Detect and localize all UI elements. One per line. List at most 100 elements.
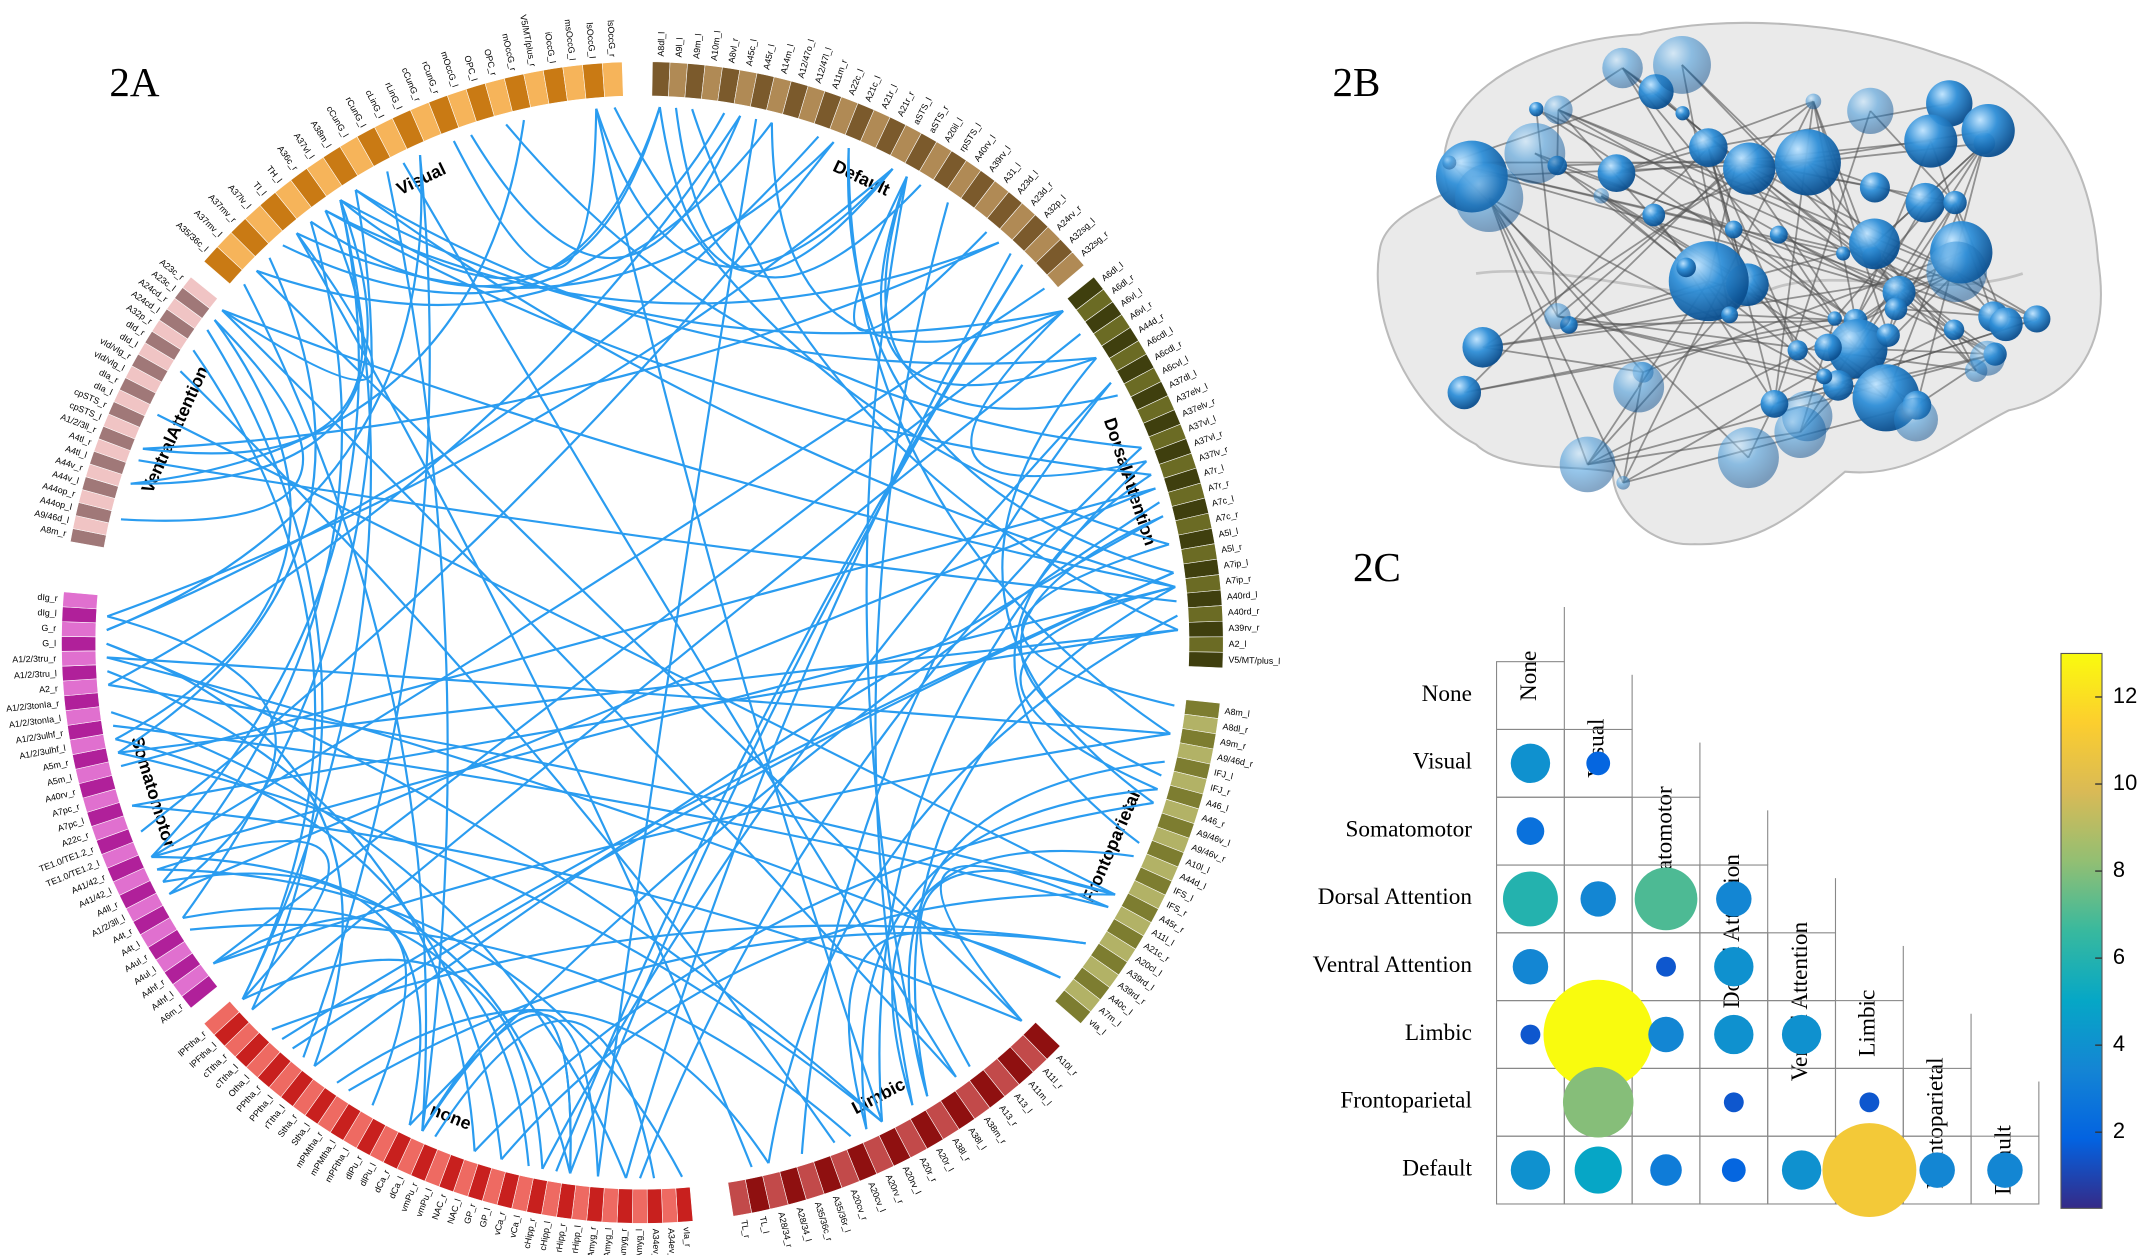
brain-node xyxy=(1884,297,1908,321)
connection xyxy=(106,155,423,632)
region-label: A5l_l xyxy=(1218,526,1239,539)
colorbar xyxy=(2060,652,2103,1209)
region-segment xyxy=(661,1187,679,1224)
region-segment xyxy=(1186,589,1223,609)
brain-node xyxy=(1814,333,1842,362)
brain-node xyxy=(1847,87,1894,135)
connection xyxy=(120,319,305,522)
connection xyxy=(192,349,317,1000)
brain-node xyxy=(1613,361,1665,413)
region-segment xyxy=(1046,251,1085,288)
connection xyxy=(110,711,628,1179)
connection xyxy=(674,107,922,279)
bubble xyxy=(1648,1016,1684,1053)
brain-edge xyxy=(1708,102,1950,149)
region-label: iOccG_l xyxy=(543,31,558,64)
region-label: A1/2/3ulhf_r xyxy=(15,728,64,745)
connection xyxy=(767,614,1178,1164)
brain-node xyxy=(1989,307,2023,342)
connection xyxy=(117,257,317,754)
bubble xyxy=(1656,956,1676,977)
region-label: A20cv_l xyxy=(866,1181,887,1214)
brain-node xyxy=(1849,218,1900,270)
brain-node xyxy=(1616,475,1631,490)
connection xyxy=(130,119,526,485)
region-label: A20rv_l xyxy=(901,1164,923,1195)
brain-edge xyxy=(1621,67,1859,350)
brain-node xyxy=(1462,327,1503,368)
region-label: rHipp_l xyxy=(570,1225,583,1254)
brain-edge xyxy=(1482,346,1644,374)
connection xyxy=(939,864,1109,1022)
brain-edge xyxy=(1778,234,1836,320)
region-label: A38l_r xyxy=(950,1136,972,1163)
region-label: A35/36c_r xyxy=(813,1201,835,1243)
bubble xyxy=(1543,979,1653,1090)
region-label: V5/MT/plus_r xyxy=(518,14,538,68)
connection xyxy=(181,189,373,919)
region-label: A35/36r_l xyxy=(831,1194,853,1233)
region-segment xyxy=(631,1188,648,1224)
brain-node xyxy=(1454,163,1524,233)
region-label: TH_l xyxy=(265,164,284,185)
bubble xyxy=(1716,881,1752,917)
bubble xyxy=(1859,1092,1880,1113)
region-label: vIa_l xyxy=(1087,1017,1108,1037)
colorbar-tick-label: 10 xyxy=(2113,770,2137,795)
brain-node xyxy=(1905,182,1946,223)
connection xyxy=(919,869,1116,1068)
connection xyxy=(162,872,422,1126)
connection xyxy=(131,804,1023,1022)
brain-node xyxy=(1969,340,2005,376)
brain-node xyxy=(1602,47,1643,89)
connection xyxy=(846,148,1174,574)
brain-edge xyxy=(1535,108,1994,318)
connection xyxy=(189,923,852,1137)
region-label: A45c_l xyxy=(744,38,759,67)
matrix-cell xyxy=(1495,1067,1565,1137)
brain-edge xyxy=(1488,197,1825,378)
connection xyxy=(865,176,929,1097)
region-label: A7r_r xyxy=(1207,478,1231,493)
region-segment xyxy=(1187,605,1224,623)
region-label: A38m_l xyxy=(309,119,334,150)
region-segment xyxy=(651,61,671,97)
brain-node xyxy=(1774,129,1841,196)
region-label: IFS_l xyxy=(1172,885,1195,903)
brain-node xyxy=(1787,340,1808,361)
bubble xyxy=(1634,867,1698,931)
region-segment xyxy=(61,636,97,652)
connection xyxy=(107,115,742,686)
region-segment xyxy=(675,1186,694,1223)
colorbar-tick-label: 8 xyxy=(2113,857,2125,882)
region-label: lAmyg_r xyxy=(585,1226,598,1255)
row-label: Limbic xyxy=(1405,1020,1472,1046)
bubble xyxy=(1987,1152,2023,1188)
brain-edge xyxy=(1535,108,1857,322)
connection xyxy=(348,931,1086,1092)
connection xyxy=(421,1010,572,1174)
brain-edge xyxy=(1681,64,1977,372)
region-label: A31_l xyxy=(1001,161,1023,185)
region-label: A11m_r xyxy=(830,58,849,90)
connection xyxy=(408,501,1161,1126)
region-label: IFJ_l xyxy=(1213,767,1234,781)
connection xyxy=(106,642,883,1123)
region-label: A37lv_r xyxy=(1197,444,1229,463)
bubble xyxy=(1822,1123,1917,1218)
region-label: IFS_r xyxy=(1165,899,1189,918)
brain-edge xyxy=(1464,317,1835,394)
brain-node xyxy=(1447,375,1482,410)
region-label: V5/MT/plus_l xyxy=(1228,655,1280,667)
region-label: A34ev_r xyxy=(651,1229,662,1255)
connection xyxy=(106,167,894,618)
region-label: A1/2/3tru_r xyxy=(12,653,56,664)
region-label: A7pc_r xyxy=(51,801,81,818)
bubble xyxy=(1520,1024,1541,1045)
brain-node xyxy=(1529,101,1544,117)
connection xyxy=(500,893,1116,1161)
brain-node xyxy=(1653,35,1711,94)
region-segment xyxy=(61,664,98,682)
bubble xyxy=(1516,817,1545,845)
bubble xyxy=(1721,1158,1746,1182)
